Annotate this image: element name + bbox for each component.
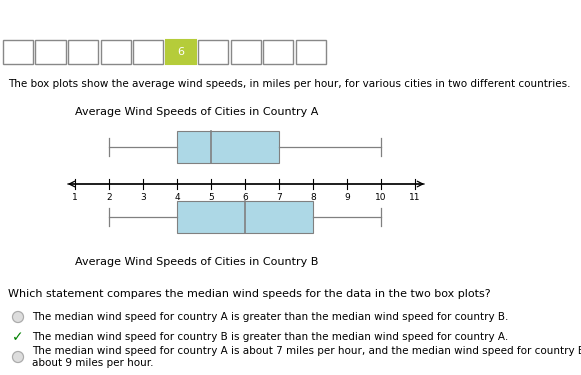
Text: 7: 7	[276, 193, 282, 202]
Bar	[3, 40, 33, 64]
Bar	[166, 40, 196, 64]
Text: 5: 5	[208, 193, 214, 202]
Bar	[177, 131, 279, 163]
Text: ✓: ✓	[12, 330, 24, 344]
Bar	[198, 40, 228, 64]
Bar	[263, 40, 293, 64]
Text: 8: 8	[242, 47, 249, 57]
Text: 1: 1	[72, 193, 78, 202]
Text: The median wind speed for country A is about 7 miles per hour, and the median wi: The median wind speed for country A is a…	[32, 346, 581, 368]
Text: 3: 3	[140, 193, 146, 202]
Text: The median wind speed for country A is greater than the median wind speed for co: The median wind speed for country A is g…	[32, 312, 508, 322]
Text: 4: 4	[112, 47, 119, 57]
Text: 10: 10	[304, 47, 318, 57]
Circle shape	[13, 351, 23, 363]
Text: Average Wind Speeds of Cities in Country B: Average Wind Speeds of Cities in Country…	[75, 257, 318, 267]
Text: 4: 4	[174, 193, 180, 202]
Text: The median wind speed for country B is greater than the median wind speed for co: The median wind speed for country B is g…	[32, 332, 508, 342]
Text: Attempt 1: Attempt 1	[55, 11, 125, 24]
Bar	[101, 40, 131, 64]
Circle shape	[13, 312, 23, 322]
Bar	[133, 40, 163, 64]
Text: The box plots show the average wind speeds, in miles per hour, for various citie: The box plots show the average wind spee…	[8, 79, 571, 89]
Bar	[177, 201, 313, 233]
Text: 1: 1	[15, 47, 21, 57]
Text: 5: 5	[145, 47, 152, 57]
Text: 2: 2	[47, 47, 54, 57]
Bar	[35, 40, 66, 64]
Bar	[68, 40, 98, 64]
Text: 100%: 100%	[9, 9, 60, 27]
Bar	[231, 40, 261, 64]
Text: 6: 6	[242, 193, 248, 202]
Text: Average Wind Speeds of Cities in Country A: Average Wind Speeds of Cities in Country…	[75, 107, 318, 117]
Text: 8: 8	[310, 193, 316, 202]
Text: 6: 6	[177, 47, 184, 57]
Bar	[296, 40, 326, 64]
Text: 11: 11	[409, 193, 421, 202]
Text: 9: 9	[275, 47, 282, 57]
Text: 10: 10	[375, 193, 387, 202]
Text: 2: 2	[106, 193, 112, 202]
Text: 3: 3	[80, 47, 87, 57]
Text: 9: 9	[344, 193, 350, 202]
Text: Which statement compares the median wind speeds for the data in the two box plot: Which statement compares the median wind…	[8, 289, 490, 299]
Text: 7: 7	[210, 47, 217, 57]
